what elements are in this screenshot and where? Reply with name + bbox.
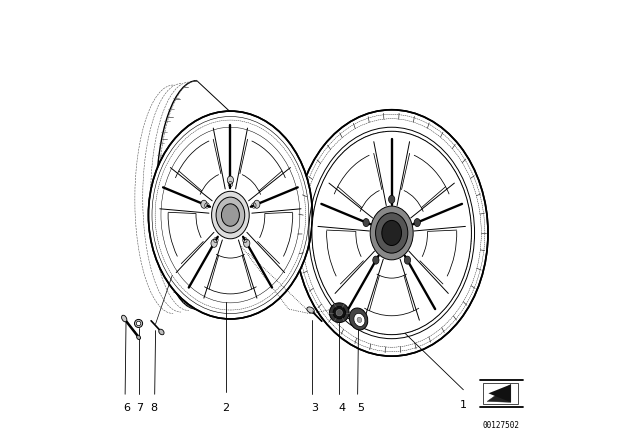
Ellipse shape <box>122 315 127 322</box>
Ellipse shape <box>330 303 349 323</box>
Ellipse shape <box>159 329 164 335</box>
Ellipse shape <box>136 321 141 326</box>
Ellipse shape <box>307 307 314 313</box>
Ellipse shape <box>336 310 342 316</box>
Ellipse shape <box>370 206 413 260</box>
Ellipse shape <box>357 317 362 323</box>
Text: 4: 4 <box>338 403 345 413</box>
Text: 3: 3 <box>311 403 318 413</box>
Text: 8: 8 <box>150 403 158 413</box>
Ellipse shape <box>382 220 401 246</box>
Bar <box>485 384 508 402</box>
Ellipse shape <box>296 110 488 356</box>
Ellipse shape <box>349 308 368 330</box>
Ellipse shape <box>244 239 250 247</box>
Polygon shape <box>488 384 511 402</box>
Ellipse shape <box>372 256 379 264</box>
Ellipse shape <box>148 111 312 319</box>
Ellipse shape <box>201 200 207 208</box>
Ellipse shape <box>216 197 244 233</box>
Ellipse shape <box>333 306 346 319</box>
Ellipse shape <box>376 213 408 253</box>
Ellipse shape <box>388 195 395 203</box>
Polygon shape <box>487 384 511 402</box>
Ellipse shape <box>312 131 472 335</box>
Text: 6: 6 <box>123 403 130 413</box>
Ellipse shape <box>212 191 249 239</box>
Text: 1: 1 <box>460 400 467 409</box>
Ellipse shape <box>221 204 239 226</box>
Ellipse shape <box>134 319 143 327</box>
Ellipse shape <box>227 176 234 184</box>
Text: 7: 7 <box>136 403 143 413</box>
Text: 5: 5 <box>357 403 364 413</box>
Ellipse shape <box>363 219 369 227</box>
Ellipse shape <box>211 239 217 247</box>
Ellipse shape <box>137 335 140 340</box>
Text: 00127502: 00127502 <box>483 421 520 430</box>
Ellipse shape <box>253 200 260 208</box>
Ellipse shape <box>354 313 365 327</box>
Ellipse shape <box>414 219 420 227</box>
Bar <box>483 383 518 404</box>
Ellipse shape <box>404 256 411 264</box>
Text: 2: 2 <box>222 403 230 413</box>
